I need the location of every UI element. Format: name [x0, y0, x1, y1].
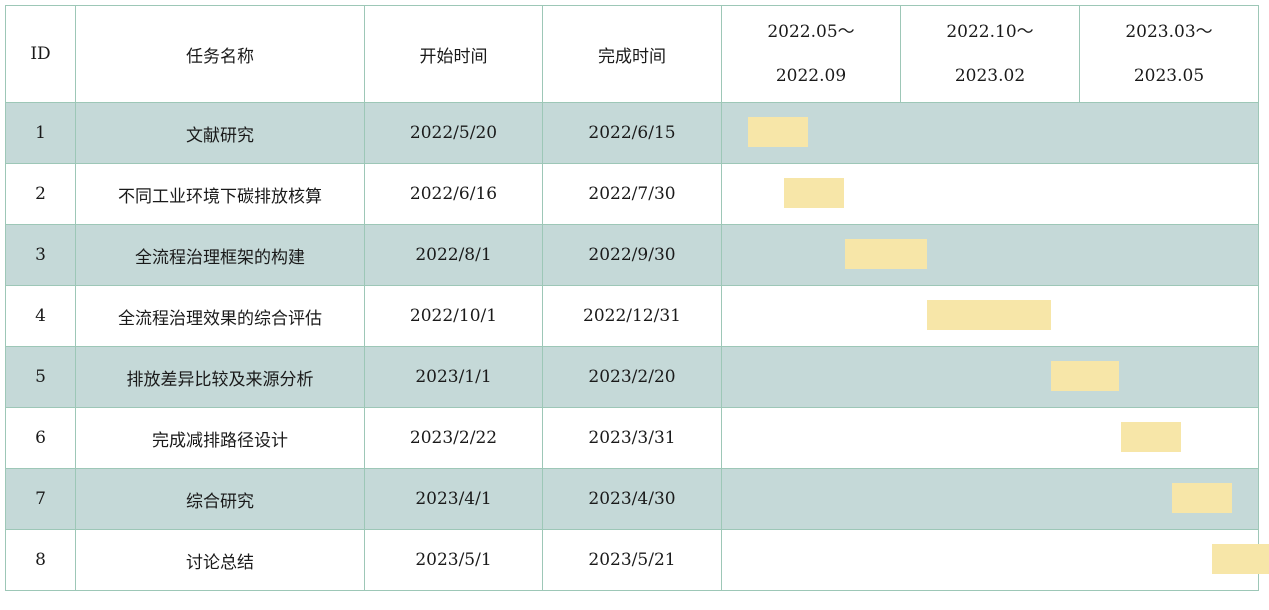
task-name-cell: 全流程治理框架的构建	[75, 224, 365, 286]
task-end-cell: 2023/4/30	[542, 468, 722, 530]
header-id: ID	[5, 5, 76, 103]
table-row: 4 全流程治理效果的综合评估 2022/10/1 2022/12/31	[5, 285, 1259, 347]
task-id-cell: 6	[5, 407, 76, 469]
task-name-cell: 综合研究	[75, 468, 365, 530]
task-id-cell: 7	[5, 468, 76, 530]
table-row: 2 不同工业环境下碳排放核算 2022/6/16 2022/7/30	[5, 163, 1259, 225]
task-end-cell: 2023/2/20	[542, 346, 722, 408]
task-start-cell: 2023/4/1	[364, 468, 543, 530]
task-end-cell: 2022/6/15	[542, 102, 722, 164]
timeline-cell	[721, 346, 1259, 408]
task-start-cell: 2022/6/16	[364, 163, 543, 225]
task-name-cell: 不同工业环境下碳排放核算	[75, 163, 365, 225]
gantt-bar	[845, 238, 928, 269]
task-end-cell: 2022/12/31	[542, 285, 722, 347]
header-row: ID 任务名称 开始时间 完成时间 2022.05～ 2022.09 2022.…	[5, 5, 1259, 103]
task-end-cell: 2022/9/30	[542, 224, 722, 286]
task-id-cell: 5	[5, 346, 76, 408]
task-start-cell: 2022/5/20	[364, 102, 543, 164]
task-start-cell: 2022/8/1	[364, 224, 543, 286]
task-name-cell: 全流程治理效果的综合评估	[75, 285, 365, 347]
task-start-cell: 2023/1/1	[364, 346, 543, 408]
task-name-cell: 文献研究	[75, 102, 365, 164]
period-3-end: 2023.05	[1133, 66, 1205, 86]
table-row: 5 排放差异比较及来源分析 2023/1/1 2023/2/20	[5, 346, 1259, 408]
task-id-cell: 2	[5, 163, 76, 225]
gantt-bar	[1171, 482, 1232, 513]
task-id-cell: 8	[5, 529, 76, 591]
header-period-1: 2022.05～ 2022.09	[721, 5, 901, 103]
header-end-time: 完成时间	[542, 5, 722, 103]
timeline-cell	[721, 102, 1259, 164]
period-3-start: 2023.03～	[1125, 22, 1213, 42]
task-name-cell: 讨论总结	[75, 529, 365, 591]
task-end-cell: 2023/5/21	[542, 529, 722, 591]
timeline-cell	[721, 224, 1259, 286]
table-row: 1 文献研究 2022/5/20 2022/6/15	[5, 102, 1259, 164]
task-id-cell: 4	[5, 285, 76, 347]
task-name-cell: 完成减排路径设计	[75, 407, 365, 469]
gantt-bar	[747, 116, 808, 147]
gantt-bar	[1211, 543, 1269, 574]
task-end-cell: 2022/7/30	[542, 163, 722, 225]
period-1-end: 2022.09	[775, 66, 847, 86]
table-row: 7 综合研究 2023/4/1 2023/4/30	[5, 468, 1259, 530]
gantt-bar	[927, 299, 1051, 330]
gantt-bar	[783, 177, 845, 208]
task-name-cell: 排放差异比较及来源分析	[75, 346, 365, 408]
gantt-table: ID 任务名称 开始时间 完成时间 2022.05～ 2022.09 2022.…	[5, 5, 1259, 591]
header-period-2: 2022.10～ 2023.02	[900, 5, 1080, 103]
task-end-cell: 2023/3/31	[542, 407, 722, 469]
table-row: 8 讨论总结 2023/5/1 2023/5/21	[5, 529, 1259, 591]
task-id-cell: 3	[5, 224, 76, 286]
task-id-cell: 1	[5, 102, 76, 164]
timeline-cell	[721, 468, 1259, 530]
header-period-3: 2023.03～ 2023.05	[1079, 5, 1259, 103]
table-row: 6 完成减排路径设计 2023/2/22 2023/3/31	[5, 407, 1259, 469]
gantt-bar	[1120, 421, 1181, 452]
period-2-end: 2023.02	[954, 66, 1026, 86]
task-start-cell: 2023/5/1	[364, 529, 543, 591]
header-task-name: 任务名称	[75, 5, 365, 103]
period-2-start: 2022.10～	[946, 22, 1034, 42]
task-start-cell: 2022/10/1	[364, 285, 543, 347]
period-1-start: 2022.05～	[767, 22, 855, 42]
gantt-bar	[1050, 360, 1120, 391]
table-row: 3 全流程治理框架的构建 2022/8/1 2022/9/30	[5, 224, 1259, 286]
task-start-cell: 2023/2/22	[364, 407, 543, 469]
timeline-cell	[721, 529, 1259, 591]
header-start-time: 开始时间	[364, 5, 543, 103]
